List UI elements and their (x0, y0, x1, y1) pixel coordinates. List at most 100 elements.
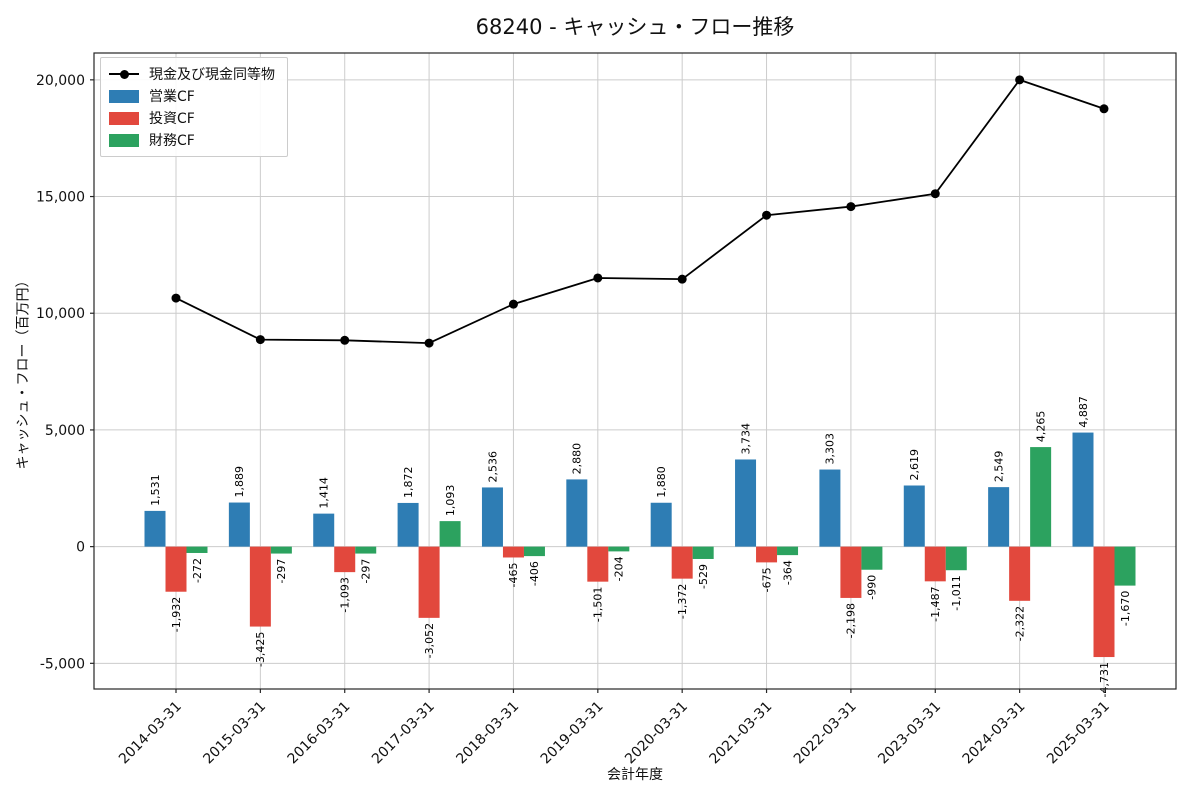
investing-cf-swatch-icon (109, 111, 139, 125)
bar-value-label: -204 (613, 556, 626, 581)
bar-value-label: 4,265 (1034, 411, 1047, 443)
bar-operating-cf-2020-03-31 (650, 502, 672, 547)
bar-value-label: -2,198 (845, 603, 858, 638)
bar-financing-cf-2014-03-31 (186, 546, 208, 553)
y-tick-label: 5,000 (45, 423, 85, 439)
x-axis-label: 会計年度 (607, 767, 663, 783)
bar-financing-cf-2023-03-31 (945, 546, 967, 571)
bar-value-label: -272 (191, 558, 204, 583)
bar-investing-cf-2014-03-31 (165, 546, 187, 592)
x-tick-label: 2016-03-31 (285, 699, 354, 768)
x-tick-label: 2019-03-31 (538, 699, 607, 768)
bar-value-label: -2,322 (1013, 606, 1026, 641)
legend-label: 営業CF (149, 89, 195, 105)
line-marker-icon (109, 68, 139, 81)
bar-investing-cf-2017-03-31 (418, 546, 440, 618)
y-tick-label: 20,000 (36, 73, 85, 89)
x-tick-label: 2020-03-31 (622, 699, 691, 768)
x-tick-label: 2017-03-31 (369, 699, 438, 768)
bar-value-label: -465 (507, 562, 520, 587)
bar-financing-cf-2019-03-31 (608, 546, 630, 552)
cash-line-marker (677, 274, 687, 284)
y-tick-label: 15,000 (36, 190, 85, 206)
bar-value-label: -1,372 (676, 584, 689, 619)
cash-line-marker (930, 189, 940, 199)
bar-value-label: 3,734 (739, 423, 752, 455)
bar-value-label: -1,670 (1119, 591, 1132, 626)
bar-operating-cf-2016-03-31 (313, 513, 335, 547)
legend-item-investing-cf: 投資CF (109, 109, 275, 127)
x-tick-label: 2025-03-31 (1044, 699, 1113, 768)
bar-investing-cf-2022-03-31 (840, 546, 862, 598)
bar-financing-cf-2021-03-31 (777, 546, 799, 556)
legend-label: 財務CF (149, 133, 195, 149)
bar-value-label: -297 (360, 559, 373, 584)
bar-value-label: 4,887 (1077, 396, 1090, 428)
bar-investing-cf-2024-03-31 (1009, 546, 1031, 601)
legend-label: 現金及び現金同等物 (149, 67, 275, 83)
bar-operating-cf-2024-03-31 (988, 487, 1010, 547)
cash-line-marker (255, 335, 265, 345)
bar-financing-cf-2024-03-31 (1030, 447, 1052, 547)
x-tick-label: 2018-03-31 (453, 699, 522, 768)
bar-investing-cf-2016-03-31 (334, 546, 356, 573)
bar-investing-cf-2018-03-31 (502, 546, 524, 558)
cash-line-marker (340, 335, 350, 345)
bar-investing-cf-2021-03-31 (756, 546, 778, 563)
cash-line-marker (1015, 75, 1025, 85)
bar-investing-cf-2019-03-31 (587, 546, 609, 582)
bar-operating-cf-2014-03-31 (144, 510, 166, 547)
cash-line-marker (593, 273, 603, 283)
operating-cf-swatch-icon (109, 89, 139, 103)
bar-value-label: -529 (697, 564, 710, 589)
bar-value-label: -1,487 (929, 586, 942, 621)
cash-line-marker (171, 293, 181, 303)
bar-value-label: -675 (760, 567, 773, 592)
bar-financing-cf-2025-03-31 (1114, 546, 1136, 586)
bar-investing-cf-2020-03-31 (671, 546, 693, 579)
bar-operating-cf-2018-03-31 (481, 487, 503, 547)
legend: 現金及び現金同等物 営業CF 投資CF 財務CF (100, 57, 288, 157)
chart-title: 68240 - キャッシュ・フロー推移 (475, 15, 795, 39)
y-axis-label: キャッシュ・フロー（百万円） (15, 273, 32, 470)
legend-item-cash: 現金及び現金同等物 (109, 65, 275, 83)
legend-label: 投資CF (149, 111, 195, 127)
bar-financing-cf-2016-03-31 (355, 546, 377, 554)
bar-investing-cf-2025-03-31 (1093, 546, 1115, 658)
bar-operating-cf-2019-03-31 (566, 479, 588, 547)
bar-operating-cf-2022-03-31 (819, 469, 841, 547)
bar-value-label: -364 (781, 560, 794, 585)
bar-operating-cf-2023-03-31 (903, 485, 925, 547)
cash-line-marker (424, 338, 434, 348)
legend-item-operating-cf: 営業CF (109, 87, 275, 105)
x-tick-label: 2021-03-31 (707, 699, 776, 768)
x-tick-label: 2023-03-31 (875, 699, 944, 768)
bar-value-label: -3,052 (423, 623, 436, 658)
bar-value-label: -1,501 (592, 587, 605, 622)
cash-line-marker (762, 210, 772, 220)
cash-line-marker (1099, 104, 1109, 114)
bar-value-label: -3,425 (254, 632, 267, 667)
bar-value-label: 2,536 (486, 451, 499, 482)
bar-value-label: 1,872 (402, 466, 415, 498)
cash-line-marker (846, 202, 856, 212)
bar-financing-cf-2018-03-31 (523, 546, 545, 557)
plot-border (93, 52, 1177, 690)
bar-value-label: -990 (866, 575, 879, 600)
bar-value-label: -297 (275, 559, 288, 584)
cash-line-marker (508, 299, 518, 309)
cash-line (175, 78, 1105, 345)
y-tick-label: 10,000 (36, 306, 85, 322)
bar-value-label: 2,549 (992, 451, 1005, 482)
bar-value-label: -1,932 (170, 597, 183, 632)
bar-value-label: 1,414 (318, 477, 331, 509)
bar-investing-cf-2023-03-31 (924, 546, 946, 582)
bar-value-label: 1,889 (233, 466, 246, 498)
bar-value-label: -1,093 (339, 577, 352, 612)
y-tick-label: 0 (76, 540, 85, 556)
legend-item-financing-cf: 財務CF (109, 131, 275, 149)
bar-value-label: 3,303 (824, 433, 837, 465)
x-tick-label: 2022-03-31 (791, 699, 860, 768)
bar-operating-cf-2015-03-31 (228, 502, 250, 547)
